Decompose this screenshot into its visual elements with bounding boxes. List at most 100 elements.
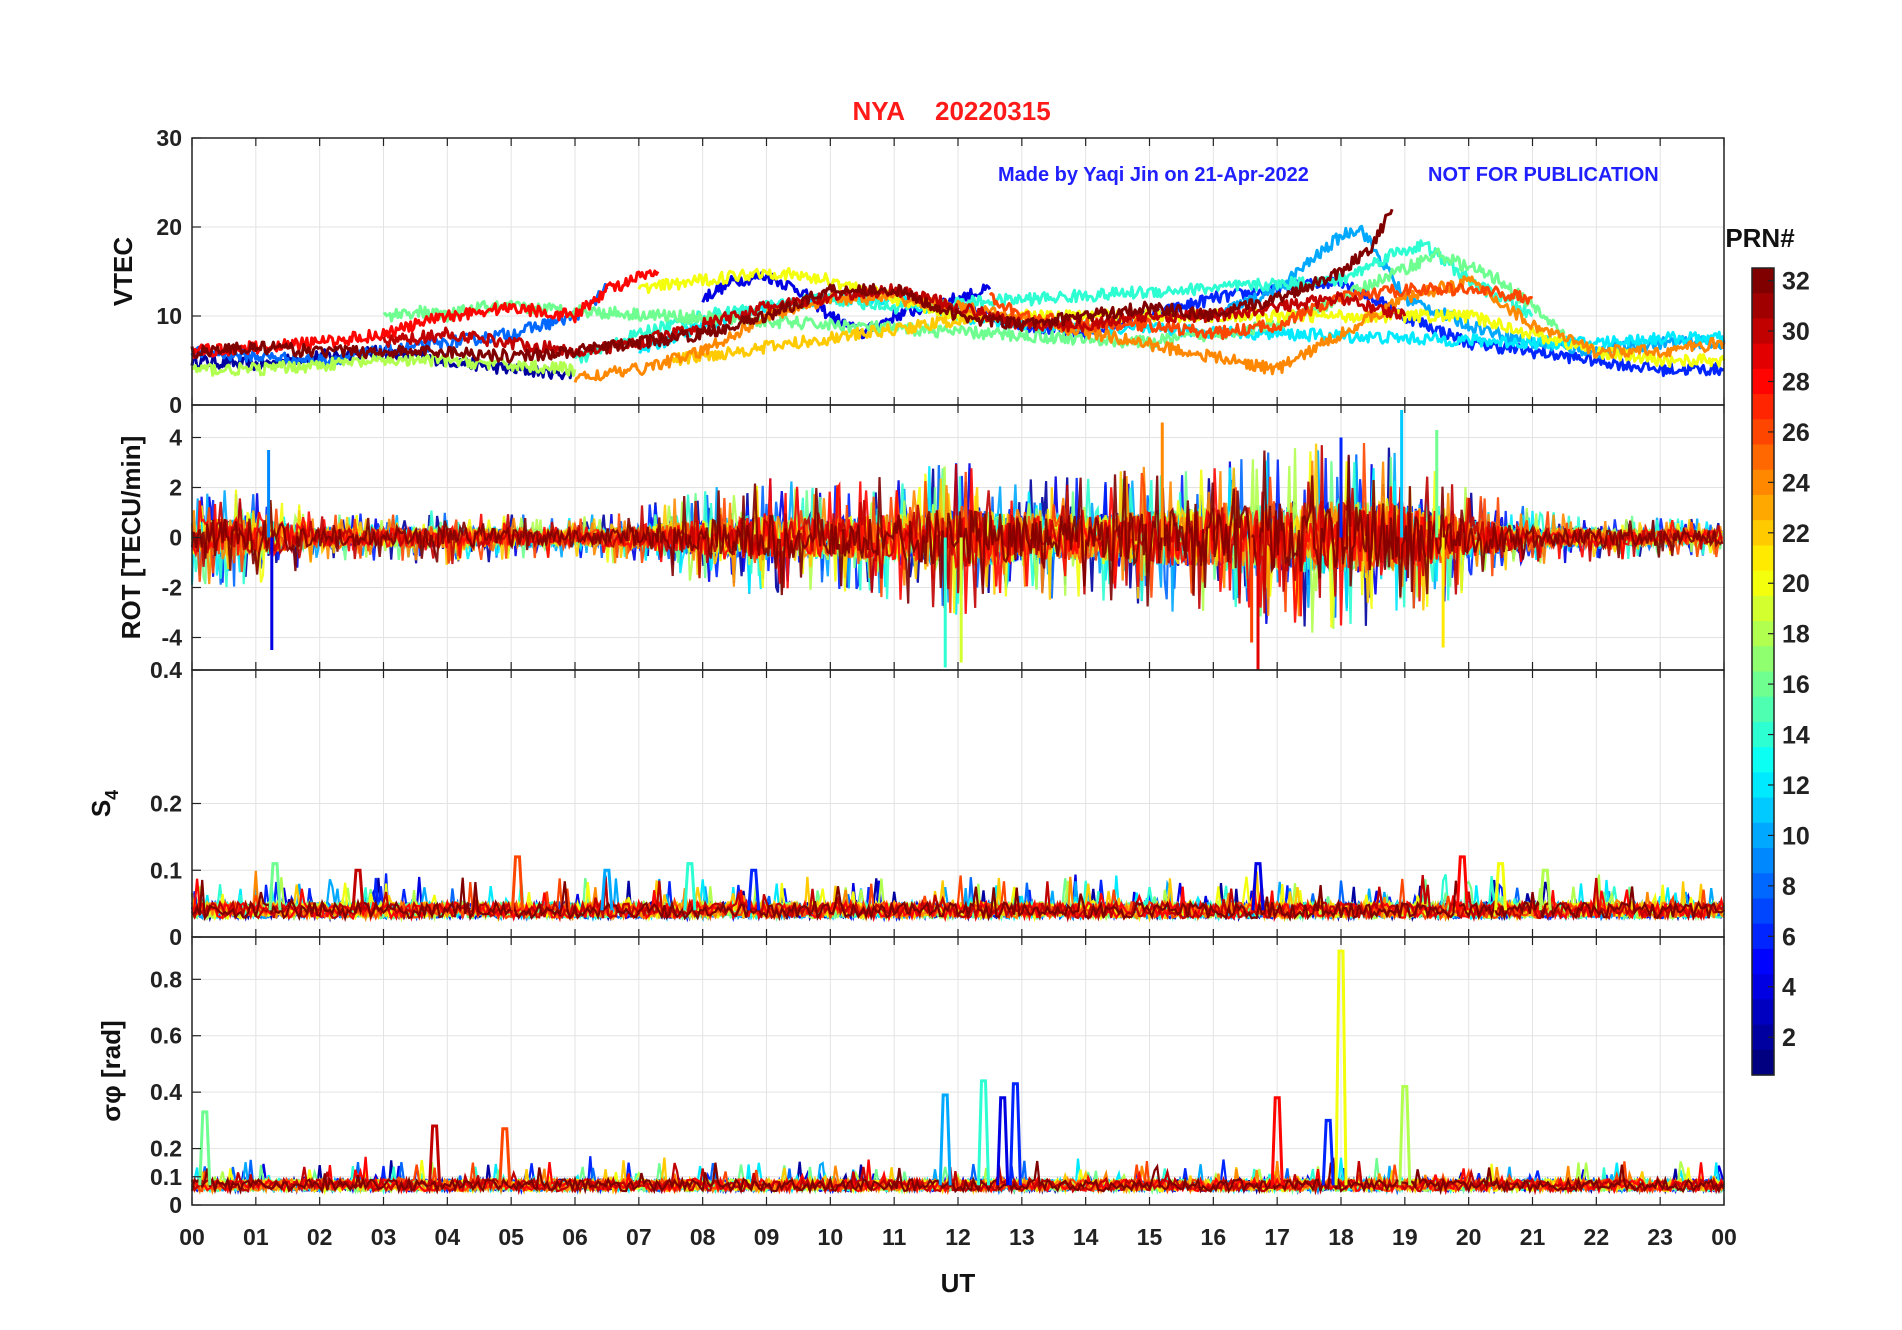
colorbar-segment — [1752, 520, 1774, 547]
colorbar-segment — [1752, 772, 1774, 799]
colorbar-segment — [1752, 797, 1774, 824]
x-axis-label: UT — [941, 1268, 976, 1298]
y-tick-label: 20 — [156, 214, 182, 240]
x-tick-label: 10 — [818, 1224, 844, 1250]
x-tick-label: 04 — [435, 1224, 461, 1250]
x-tick-label: 02 — [307, 1224, 333, 1250]
colorbar-tick-label: 32 — [1782, 268, 1810, 296]
series-line-prn-32 — [191, 877, 1725, 922]
colorbar-tick-label: 16 — [1782, 671, 1810, 699]
spike-mark — [198, 1110, 212, 1186]
colorbar-segment — [1752, 419, 1774, 446]
x-tick-label: 17 — [1264, 1224, 1290, 1250]
colorbar-tick-label: 24 — [1782, 469, 1810, 497]
colorbar-tick-label: 4 — [1782, 974, 1796, 1002]
x-tick-label: 07 — [626, 1224, 652, 1250]
spike-mark — [1008, 1082, 1022, 1186]
y-axis-label: VTEC — [108, 237, 138, 307]
colorbar-segment — [1752, 368, 1774, 395]
colorbar-segment — [1752, 394, 1774, 420]
series-line-prn-22 — [670, 311, 992, 367]
spike-mark — [977, 1079, 990, 1186]
y-tick-label: 0.1 — [150, 1164, 182, 1190]
colorbar-segment — [1752, 343, 1774, 370]
x-tick-label: 16 — [1201, 1224, 1227, 1250]
x-tick-label: 20 — [1456, 1224, 1482, 1250]
colorbar-segment — [1752, 570, 1774, 597]
spike-mark — [683, 862, 697, 911]
colorbar-segment — [1752, 469, 1774, 496]
spike-mark — [1334, 949, 1348, 1186]
colorbar-tick-label: 2 — [1782, 1024, 1796, 1052]
colorbar-segment — [1752, 671, 1774, 698]
title-date: 20220315 — [935, 96, 1051, 126]
colorbar-segment — [1752, 545, 1774, 572]
colorbar-tick-label: 8 — [1782, 873, 1796, 901]
y-tick-label: 0.1 — [150, 857, 182, 883]
spike-mark — [498, 1127, 512, 1186]
x-tick-label: 13 — [1009, 1224, 1035, 1250]
colorbar-segment — [1752, 721, 1774, 748]
series-line-prn-32 — [190, 1157, 1725, 1196]
panel-rot: -4 -2 0 2 4 ROT [TECU/min] — [116, 404, 1725, 671]
colorbar-tick-label: 20 — [1782, 570, 1810, 598]
x-tick-label: 19 — [1392, 1224, 1418, 1250]
y-tick-label: 2 — [169, 475, 182, 501]
colorbar-segment — [1752, 595, 1774, 622]
y-axis-label: σφ [rad] — [96, 1020, 126, 1121]
y-tick-label: 0 — [169, 525, 182, 551]
colorbar-tick-label: 30 — [1782, 318, 1810, 346]
y-tick-label: 10 — [156, 303, 182, 329]
spike-mark — [511, 855, 524, 911]
colorbar-segment — [1752, 974, 1774, 1000]
colorbar-tick-label: 6 — [1782, 923, 1796, 951]
colorbar-tick-label: 22 — [1782, 520, 1810, 548]
x-tick-label: 09 — [754, 1224, 780, 1250]
spike-mark — [428, 1124, 442, 1186]
colorbar-segment — [1752, 293, 1774, 320]
x-tick-label: 23 — [1647, 1224, 1673, 1250]
y-axis-label: ROT [TECU/min] — [116, 436, 146, 640]
series-line-prn-32 — [190, 450, 1723, 609]
y-tick-label: -4 — [162, 625, 183, 651]
spike-mark — [1398, 1085, 1412, 1186]
x-tick-label: 08 — [690, 1224, 716, 1250]
x-tick-labels: 00 01 02 03 04 05 06 07 08 09 10 11 12 13 14 15 16 17 18 19… — [179, 1224, 1737, 1250]
y-tick-label: 0 — [169, 392, 182, 418]
y-tick-label: -2 — [162, 575, 182, 601]
x-tick-label: 18 — [1328, 1224, 1354, 1250]
title-station: NYA — [852, 96, 905, 126]
y-tick-label: 0.2 — [150, 791, 182, 817]
colorbar-tick-label: 14 — [1782, 722, 1810, 750]
spike-mark — [1455, 855, 1469, 911]
y-tick-label: 0.8 — [150, 966, 182, 992]
x-tick-label: 12 — [945, 1224, 971, 1250]
spike-mark — [268, 862, 282, 911]
y-tick-label: 0 — [169, 1192, 182, 1218]
colorbar-segment — [1752, 1049, 1774, 1076]
y-axis-label-sub: 4 — [102, 790, 122, 800]
colorbar-segment — [1752, 848, 1774, 874]
colorbar-segment — [1752, 444, 1774, 471]
series-line-prn-18 — [191, 353, 577, 377]
plot-area-rot — [190, 410, 1724, 670]
panel-sigma_phi: 00.10.2 0.4 0.6 0.8 σφ [rad] — [96, 936, 1726, 1218]
colorbar-segment — [1752, 898, 1774, 925]
x-tick-label: 11 — [882, 1224, 907, 1250]
colorbar-label: PRN# — [1725, 223, 1795, 253]
spike-mark — [1251, 862, 1265, 911]
colorbar-segment — [1752, 999, 1774, 1026]
colorbar-segment — [1752, 318, 1774, 345]
credit-text: Made by Yaqi Jin on 21-Apr-2022 — [998, 164, 1309, 186]
series-line-prn-14 — [573, 239, 1534, 364]
x-tick-label: 06 — [562, 1224, 588, 1250]
colorbar-segment — [1752, 646, 1774, 673]
y-tick-label: 4 — [169, 425, 182, 451]
spike-mark — [351, 868, 365, 911]
y-tick-label: 0 — [169, 924, 182, 950]
series-line-prn-32 — [190, 208, 1394, 364]
colorbar-tick-label: 10 — [1782, 822, 1810, 850]
